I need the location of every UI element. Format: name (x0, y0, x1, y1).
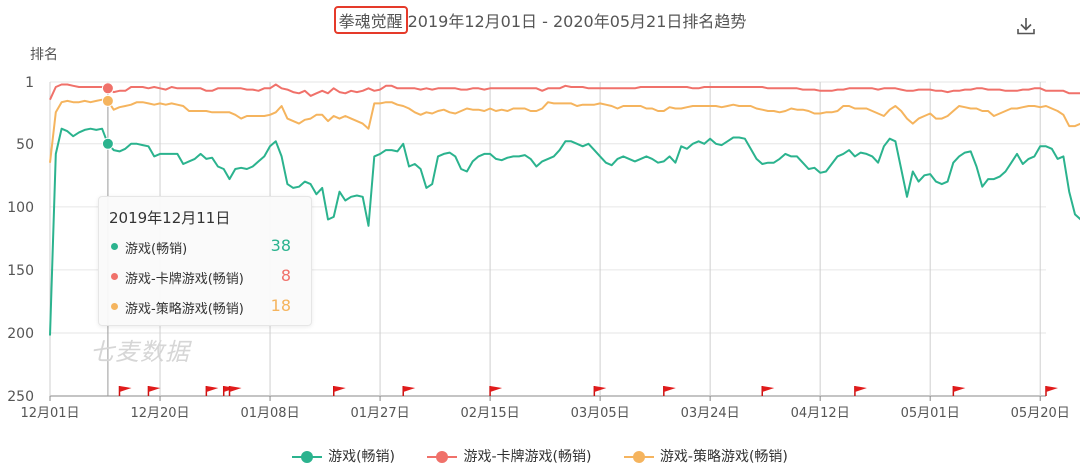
x-tick-label: 12月01日 (20, 406, 79, 421)
x-axis: 12月01日 12月20日 01月08日 01月27日 02月15日 03月05日 03月2… (20, 396, 1070, 421)
tooltip-series-value: 38 (270, 236, 291, 255)
flag-icon (953, 386, 966, 392)
y-tick-label: 200 (7, 326, 34, 342)
tooltip: 2019年12月11日 游戏(畅销) 38 游戏-卡牌游戏(畅销) 8 游戏-策… (98, 196, 312, 326)
highlight-point-0 (101, 137, 114, 150)
event-flags[interactable] (118, 386, 1080, 396)
flag-icon (403, 386, 416, 392)
tooltip-series-name: 游戏-卡牌游戏(畅销) (125, 272, 244, 287)
chart-title: 拳魂觉醒 2019年12月01日 - 2020年05月21日排名趋势 (0, 6, 1080, 34)
chart-legend: 游戏(畅销) 游戏-卡牌游戏(畅销) 游戏-策略游戏(畅销) (0, 446, 1080, 466)
x-tick-label: 03月05日 (571, 406, 630, 421)
flag-icon (148, 386, 161, 392)
chart-series (49, 83, 1080, 336)
legend-item[interactable]: 游戏-策略游戏(畅销) (623, 446, 788, 466)
flag-icon (490, 386, 503, 392)
watermark: 七麦数据 (90, 338, 190, 366)
y-tick-label: 100 (7, 200, 34, 216)
flag-icon (762, 386, 775, 392)
highlight-point-1 (101, 82, 114, 95)
legend-label: 游戏-策略游戏(畅销) (659, 449, 788, 465)
tooltip-series-value: 18 (270, 296, 291, 315)
y-tick-label: 1 (25, 75, 34, 91)
flag-icon (206, 386, 219, 392)
flag-icon (333, 386, 346, 392)
legend-swatch (427, 451, 458, 463)
app-name-highlight[interactable]: 拳魂觉醒 (333, 6, 408, 34)
flag-icon (594, 386, 607, 392)
tooltip-series-name: 游戏(畅销) (125, 242, 188, 257)
x-tick-label: 02月15日 (461, 406, 520, 421)
series-line-2 (49, 98, 1080, 163)
legend-label: 游戏(畅销) (328, 449, 396, 465)
legend-swatch (623, 451, 654, 463)
x-tick-label: 12月20日 (130, 406, 189, 421)
y-tick-label: 150 (7, 263, 34, 279)
x-tick-label: 05月20日 (1011, 406, 1070, 421)
tooltip-series-dot (111, 303, 118, 310)
tooltip-row: 游戏(畅销) 38 (111, 236, 301, 257)
x-tick-label: 05月01日 (901, 406, 960, 421)
legend-item[interactable]: 游戏(畅销) (292, 446, 395, 466)
x-tick-label: 04月12日 (791, 406, 850, 421)
tooltip-series-name: 游戏-策略游戏(畅销) (125, 302, 244, 317)
flag-icon (854, 386, 867, 392)
x-tick-label: 01月27日 (351, 406, 410, 421)
series-line-1 (49, 83, 1080, 101)
tooltip-series-dot (111, 273, 118, 280)
tooltip-series-dot (111, 243, 118, 250)
y-axis-label: 排名 (30, 47, 58, 63)
tooltip-series-value: 8 (280, 266, 291, 285)
flag-icon (663, 386, 676, 392)
x-tick-label: 03月24日 (681, 406, 740, 421)
title-date-range: 2019年12月01日 - 2020年05月21日排名趋势 (407, 12, 747, 31)
y-tick-label: 250 (7, 389, 34, 405)
legend-label: 游戏-卡牌游戏(畅销) (463, 449, 592, 465)
legend-swatch (292, 451, 323, 463)
tooltip-date: 2019年12月11日 (109, 209, 231, 227)
x-tick-label: 01月08日 (240, 406, 299, 421)
flag-icon (1046, 386, 1058, 392)
download-icon[interactable] (1014, 14, 1038, 38)
flag-icon (119, 386, 132, 392)
legend-item[interactable]: 游戏-卡牌游戏(畅销) (427, 446, 591, 466)
y-tick-label: 50 (16, 137, 34, 153)
series-line-0 (49, 127, 1080, 336)
tooltip-row: 游戏-策略游戏(畅销) 18 (111, 296, 301, 317)
tooltip-row: 游戏-卡牌游戏(畅销) 8 (111, 266, 301, 287)
flag-icon (229, 386, 242, 392)
highlight-point-2 (101, 94, 114, 107)
